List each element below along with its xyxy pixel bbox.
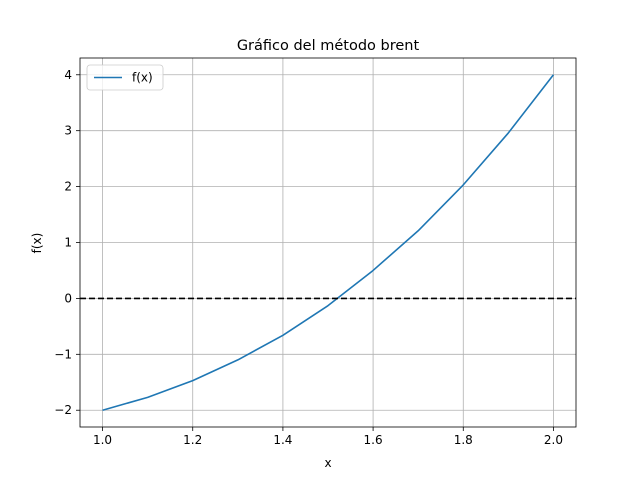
y-axis-label: f(x) — [30, 233, 44, 254]
axes-frame — [79, 57, 577, 428]
axes: 1.0 1.2 1.4 1.6 1.8 2.0 −2 −1 0 1 2 3 4 — [54, 57, 577, 447]
y-tick-label: 3 — [64, 124, 72, 138]
y-tick-label: −1 — [54, 347, 72, 361]
y-tick-label: 2 — [64, 180, 72, 194]
x-axis-label: x — [324, 456, 331, 470]
x-tick-label: 1.4 — [273, 433, 292, 447]
y-tick-label: −2 — [54, 403, 72, 417]
y-tick-label: 1 — [64, 236, 72, 250]
x-tick-label: 1.6 — [364, 433, 383, 447]
y-tick-label: 0 — [64, 291, 72, 305]
x-tick-label: 1.2 — [183, 433, 202, 447]
legend-label: f(x) — [132, 71, 153, 85]
y-tick-label: 4 — [64, 68, 72, 82]
chart-title: Gráfico del método brent — [237, 38, 420, 54]
x-tick-label: 1.8 — [454, 433, 473, 447]
x-tick-label: 1.0 — [93, 433, 112, 447]
series-line — [102, 74, 555, 411]
x-tick-label: 2.0 — [544, 433, 563, 447]
legend-box — [86, 64, 164, 91]
plot-area — [80, 74, 576, 411]
grid — [80, 58, 576, 427]
legend: f(x) — [86, 64, 164, 91]
